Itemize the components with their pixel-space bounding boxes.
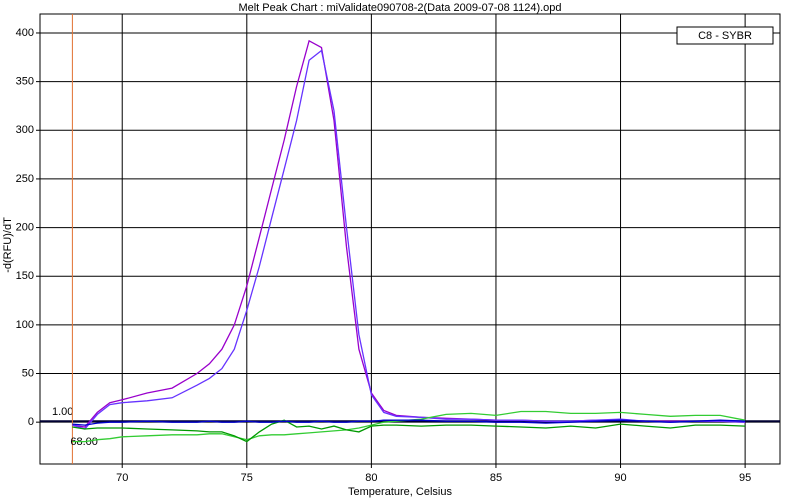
x-tick-label: 95 [739, 472, 751, 484]
y-tick-label: 50 [22, 367, 34, 379]
y-tick-label: 200 [16, 221, 34, 233]
chart-title: Melt Peak Chart : miValidate090708-2(Dat… [238, 2, 561, 14]
threshold-label: 1.00 [52, 406, 73, 418]
data-line [72, 419, 746, 443]
y-tick-label: 300 [16, 124, 34, 136]
data-line [72, 410, 746, 443]
x-tick-label: 90 [614, 472, 626, 484]
x-tick-label: 70 [116, 472, 128, 484]
plot-area [39, 13, 781, 465]
legend-box [676, 26, 774, 45]
x-tick-label: 75 [241, 472, 253, 484]
y-tick-label: 250 [16, 173, 34, 185]
x-axis-label: Temperature, Celsius [348, 486, 452, 498]
x-tick-label: 85 [490, 472, 502, 484]
y-tick-label: 350 [16, 76, 34, 88]
x-tick-label: 80 [365, 472, 377, 484]
legend-label: C8 - SYBR [698, 30, 752, 42]
y-tick-label: 400 [16, 27, 34, 39]
data-line [72, 419, 746, 426]
y-tick-label: 150 [16, 270, 34, 282]
y-tick-label: 0 [28, 416, 34, 428]
y-tick-label: 100 [16, 319, 34, 331]
data-line [72, 49, 746, 430]
y-axis-label: -d(RFU)/dT [2, 217, 14, 273]
